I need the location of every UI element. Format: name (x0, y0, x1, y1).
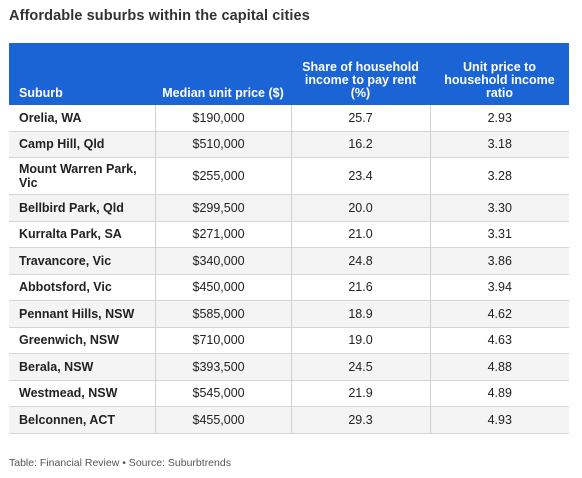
cell-median-unit-price: $255,000 (155, 157, 292, 195)
column-header-price-income-ratio: Unit price to household income ratio (430, 43, 569, 105)
table-row: Belconnen, ACT $455,000 29.3 4.93 (9, 406, 569, 434)
cell-rent-share: 24.5 (291, 353, 431, 381)
table-row: Abbotsford, Vic $450,000 21.6 3.94 (9, 274, 569, 301)
table-row: Kurralta Park, SA $271,000 21.0 3.31 (9, 221, 569, 248)
cell-rent-share: 19.0 (291, 327, 431, 354)
cell-price-income-ratio: 3.30 (430, 194, 569, 222)
table-row: Berala, NSW $393,500 24.5 4.88 (9, 353, 569, 381)
cell-median-unit-price: $340,000 (155, 247, 292, 275)
column-header-rent-share: Share of household income to pay rent (%… (291, 43, 430, 105)
table-row: Greenwich, NSW $710,000 19.0 4.63 (9, 327, 569, 354)
table-row: Pennant Hills, NSW $585,000 18.9 4.62 (9, 300, 569, 328)
cell-price-income-ratio: 3.18 (430, 131, 569, 158)
cell-suburb: Kurralta Park, SA (9, 221, 156, 248)
cell-price-income-ratio: 3.86 (430, 247, 569, 275)
cell-median-unit-price: $455,000 (155, 406, 292, 434)
suburbs-table: Suburb Median unit price ($) Share of ho… (9, 43, 569, 434)
cell-median-unit-price: $545,000 (155, 380, 292, 407)
cell-suburb: Bellbird Park, Qld (9, 194, 156, 222)
cell-rent-share: 16.2 (291, 131, 431, 158)
cell-median-unit-price: $510,000 (155, 131, 292, 158)
table-title: Affordable suburbs within the capital ci… (9, 8, 310, 24)
cell-suburb: Abbotsford, Vic (9, 274, 156, 301)
table-row: Bellbird Park, Qld $299,500 20.0 3.30 (9, 194, 569, 222)
header-row: Suburb Median unit price ($) Share of ho… (9, 43, 569, 105)
cell-rent-share: 29.3 (291, 406, 431, 434)
table-header: Suburb Median unit price ($) Share of ho… (9, 43, 569, 105)
cell-suburb: Pennant Hills, NSW (9, 300, 156, 328)
cell-price-income-ratio: 4.88 (430, 353, 569, 381)
cell-suburb: Orelia, WA (9, 105, 156, 132)
table-row: Mount Warren Park, Vic $255,000 23.4 3.28 (9, 157, 569, 195)
table-body: Orelia, WA $190,000 25.7 2.93 Camp Hill, Qld… (9, 105, 569, 434)
cell-price-income-ratio: 4.93 (430, 406, 569, 434)
cell-price-income-ratio: 3.94 (430, 274, 569, 301)
cell-rent-share: 24.8 (291, 247, 431, 275)
cell-price-income-ratio: 3.31 (430, 221, 569, 248)
cell-suburb: Travancore, Vic (9, 247, 156, 275)
cell-suburb: Belconnen, ACT (9, 406, 156, 434)
column-header-suburb: Suburb (9, 43, 155, 105)
cell-rent-share: 20.0 (291, 194, 431, 222)
cell-suburb: Berala, NSW (9, 353, 156, 381)
cell-median-unit-price: $710,000 (155, 327, 292, 354)
column-header-median-unit-price: Median unit price ($) (155, 43, 291, 105)
table-footer-source: Table: Financial Review • Source: Suburb… (9, 457, 231, 469)
cell-price-income-ratio: 2.93 (430, 105, 569, 132)
cell-price-income-ratio: 4.63 (430, 327, 569, 354)
cell-median-unit-price: $393,500 (155, 353, 292, 381)
cell-median-unit-price: $299,500 (155, 194, 292, 222)
table-row: Travancore, Vic $340,000 24.8 3.86 (9, 247, 569, 275)
cell-suburb: Mount Warren Park, Vic (9, 157, 156, 195)
cell-suburb: Camp Hill, Qld (9, 131, 156, 158)
cell-rent-share: 21.0 (291, 221, 431, 248)
table-row: Camp Hill, Qld $510,000 16.2 3.18 (9, 131, 569, 158)
table-row: Westmead, NSW $545,000 21.9 4.89 (9, 380, 569, 407)
cell-price-income-ratio: 4.62 (430, 300, 569, 328)
cell-median-unit-price: $190,000 (155, 105, 292, 132)
cell-median-unit-price: $450,000 (155, 274, 292, 301)
cell-median-unit-price: $271,000 (155, 221, 292, 248)
cell-rent-share: 21.9 (291, 380, 431, 407)
cell-price-income-ratio: 4.89 (430, 380, 569, 407)
cell-median-unit-price: $585,000 (155, 300, 292, 328)
cell-rent-share: 25.7 (291, 105, 431, 132)
cell-rent-share: 18.9 (291, 300, 431, 328)
cell-suburb: Greenwich, NSW (9, 327, 156, 354)
cell-rent-share: 21.6 (291, 274, 431, 301)
cell-suburb: Westmead, NSW (9, 380, 156, 407)
table-row: Orelia, WA $190,000 25.7 2.93 (9, 105, 569, 132)
cell-rent-share: 23.4 (291, 157, 431, 195)
cell-price-income-ratio: 3.28 (430, 157, 569, 195)
